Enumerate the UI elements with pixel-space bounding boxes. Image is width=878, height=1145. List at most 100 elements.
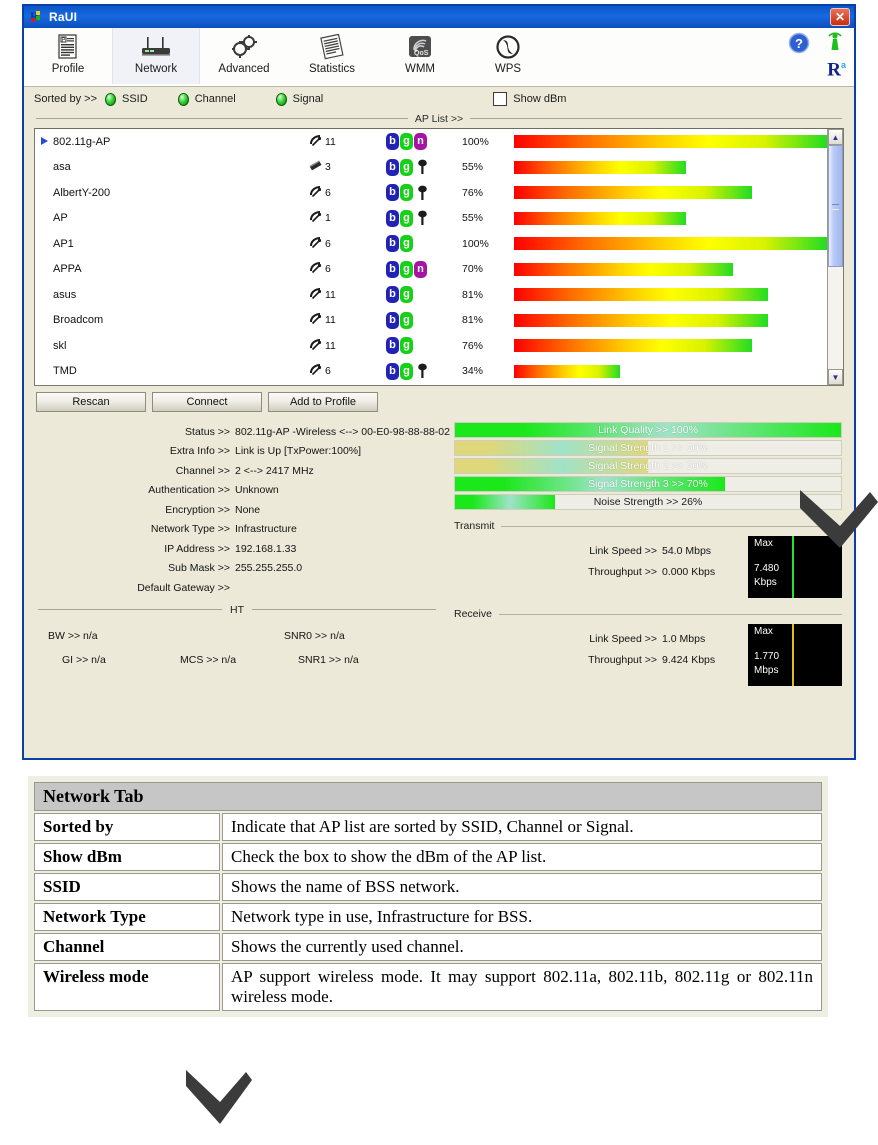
show-dbm-label: Show dBm xyxy=(513,93,567,105)
ap-list-row[interactable]: 802.11g-AP 11 b g n 100% xyxy=(35,129,827,155)
ht-mcs: MCS >> n/a xyxy=(180,653,237,666)
main-toolbar: P Profile Network xyxy=(24,28,854,87)
sort-option-signal[interactable]: Signal xyxy=(275,92,324,106)
sort-option-channel[interactable]: Channel xyxy=(177,92,236,106)
quality-bar: Link Quality >> 100% xyxy=(454,422,842,438)
ap-channel-number: 6 xyxy=(325,365,331,378)
green-antenna-icon[interactable] xyxy=(826,31,844,58)
scrollbar-track[interactable] xyxy=(828,145,843,369)
ht-gi: GI >> n/a xyxy=(62,653,106,666)
connect-button[interactable]: Connect xyxy=(152,392,262,412)
doc-row-value: Check the box to show the dBm of the AP … xyxy=(222,843,822,871)
doc-row-key: Network Type xyxy=(34,903,220,931)
quality-bar-label: Link Quality >> 100% xyxy=(598,424,698,436)
help-question-icon[interactable]: ? xyxy=(788,32,810,59)
ap-ssid: asus xyxy=(53,288,77,301)
sort-option-signal-label: Signal xyxy=(292,93,324,105)
receive-section: Receive Link Speed >> 1.0 Mbps Throughpu… xyxy=(454,608,842,686)
scroll-up-icon[interactable]: ▲ xyxy=(828,129,843,145)
tab-profile-label: Profile xyxy=(51,63,85,75)
mode-badge-g: g xyxy=(400,337,413,355)
status-row: IP Address >> 192.168.1.33 xyxy=(30,539,454,559)
status-key: Encryption >> xyxy=(165,503,230,516)
mode-badge-g: g xyxy=(400,362,413,380)
quality-bar-fill xyxy=(455,477,726,491)
status-row: Authentication >> Unknown xyxy=(30,481,454,501)
wps-icon xyxy=(494,32,522,62)
ap-signal-percent: 81% xyxy=(462,314,484,327)
status-value: 2 <--> 2417 MHz xyxy=(235,464,314,477)
title-bar: R RaUI ✕ xyxy=(24,6,854,28)
adhoc-icon xyxy=(308,158,323,176)
tab-network[interactable]: Network xyxy=(112,28,200,84)
tab-wps[interactable]: WPS xyxy=(464,28,552,84)
ap-channel-number: 11 xyxy=(325,135,336,148)
transmit-meter-unit: Kbps xyxy=(754,577,777,588)
receive-header: Receive xyxy=(454,608,842,620)
ap-list-row[interactable]: asus 11 b g 81% xyxy=(35,282,827,308)
show-dbm-checkbox[interactable]: Show dBm xyxy=(493,92,566,106)
ap-channel-number: 6 xyxy=(325,237,331,250)
status-row: Sub Mask >> 255.255.255.0 xyxy=(30,559,454,579)
transmit-meter: Max 7.480 Kbps xyxy=(748,536,842,598)
receive-throughput-value: 9.424 Kbps xyxy=(662,653,716,666)
ht-snr1: SNR1 >> n/a xyxy=(298,653,359,666)
doc-row-key: SSID xyxy=(34,873,220,901)
quality-bar-label: Signal Strength 1 >> 50% xyxy=(588,442,708,454)
scroll-down-icon[interactable]: ▼ xyxy=(828,369,843,385)
quality-bar-fill xyxy=(455,423,841,437)
ap-list[interactable]: 802.11g-AP 11 b g n 100% asa 3 b g 55% AlbertY-200 6… xyxy=(34,128,844,386)
wifi-signal-icon xyxy=(308,260,323,278)
doc-row-value: Network type in use, Infrastructure for … xyxy=(222,903,822,931)
ap-channel-number: 11 xyxy=(325,314,336,327)
ap-list-row[interactable]: Broadcom 11 b g 81% xyxy=(35,308,827,334)
ap-channel: 1 xyxy=(308,209,386,227)
close-icon[interactable]: ✕ xyxy=(830,8,850,26)
transmit-title: Transmit xyxy=(454,520,495,532)
ap-ssid: AP xyxy=(53,212,68,225)
tab-profile[interactable]: P Profile xyxy=(24,28,112,84)
receive-title: Receive xyxy=(454,608,492,620)
ap-list-scrollbar[interactable]: ▲ ▼ xyxy=(827,129,843,385)
ap-list-row[interactable]: AP 1 b g 55% xyxy=(35,206,827,232)
doc-table-title: Network Tab xyxy=(34,782,822,811)
ap-list-row[interactable]: AP1 6 b g 100% xyxy=(35,231,827,257)
scrollbar-thumb[interactable] xyxy=(828,145,843,267)
ap-channel: 11 xyxy=(308,286,386,304)
ap-signal-bar xyxy=(514,288,827,302)
ap-channel: 6 xyxy=(308,260,386,278)
ap-list-row[interactable]: AlbertY-200 6 b g 76% xyxy=(35,180,827,206)
quality-bar-fill xyxy=(455,495,556,509)
ap-channel-number: 6 xyxy=(325,186,331,199)
ap-list-rows: 802.11g-AP 11 b g n 100% asa 3 b g 55% AlbertY-200 6… xyxy=(35,129,827,384)
led-icon xyxy=(177,92,189,106)
sort-option-ssid[interactable]: SSID xyxy=(105,92,148,106)
receive-body: Link Speed >> 1.0 Mbps Throughput >> 9.4… xyxy=(454,624,842,686)
mode-badge-b: b xyxy=(386,184,399,202)
receive-link-speed-row: Link Speed >> 1.0 Mbps xyxy=(454,628,748,649)
ap-channel: 11 xyxy=(308,337,386,355)
tab-wmm[interactable]: QoS WMM xyxy=(376,28,464,84)
ht-grid: BW >> n/a SNR0 >> n/a GI >> n/a MCS >> n… xyxy=(30,624,454,672)
action-buttons: Rescan Connect Add to Profile xyxy=(24,386,854,412)
ap-list-row[interactable]: TMD 6 b g 34% xyxy=(35,359,827,385)
ap-signal-percent: 100% xyxy=(462,135,489,148)
tab-statistics[interactable]: Statistics xyxy=(288,28,376,84)
rescan-button[interactable]: Rescan xyxy=(36,392,146,412)
doc-table: Network Tab Sorted by Indicate that AP lis… xyxy=(32,780,824,1013)
status-key: Network Type >> xyxy=(150,523,230,536)
ap-list-row[interactable]: APPA 6 b g n 70% xyxy=(35,257,827,283)
add-to-profile-button[interactable]: Add to Profile xyxy=(268,392,378,412)
mode-badge-g: g xyxy=(400,158,413,176)
transmit-body: Link Speed >> 54.0 Mbps Throughput >> 0.… xyxy=(454,536,842,598)
ap-list-row[interactable]: skl 11 b g 76% xyxy=(35,333,827,359)
tab-wps-label: WPS xyxy=(494,63,522,75)
status-value: 802.11g-AP -Wireless <--> 00-E0-98-88-88… xyxy=(235,425,450,438)
tab-advanced[interactable]: Advanced xyxy=(200,28,288,84)
ap-channel-number: 1 xyxy=(325,212,331,225)
wifi-signal-icon xyxy=(308,337,323,355)
ap-list-row[interactable]: asa 3 b g 55% xyxy=(35,155,827,181)
